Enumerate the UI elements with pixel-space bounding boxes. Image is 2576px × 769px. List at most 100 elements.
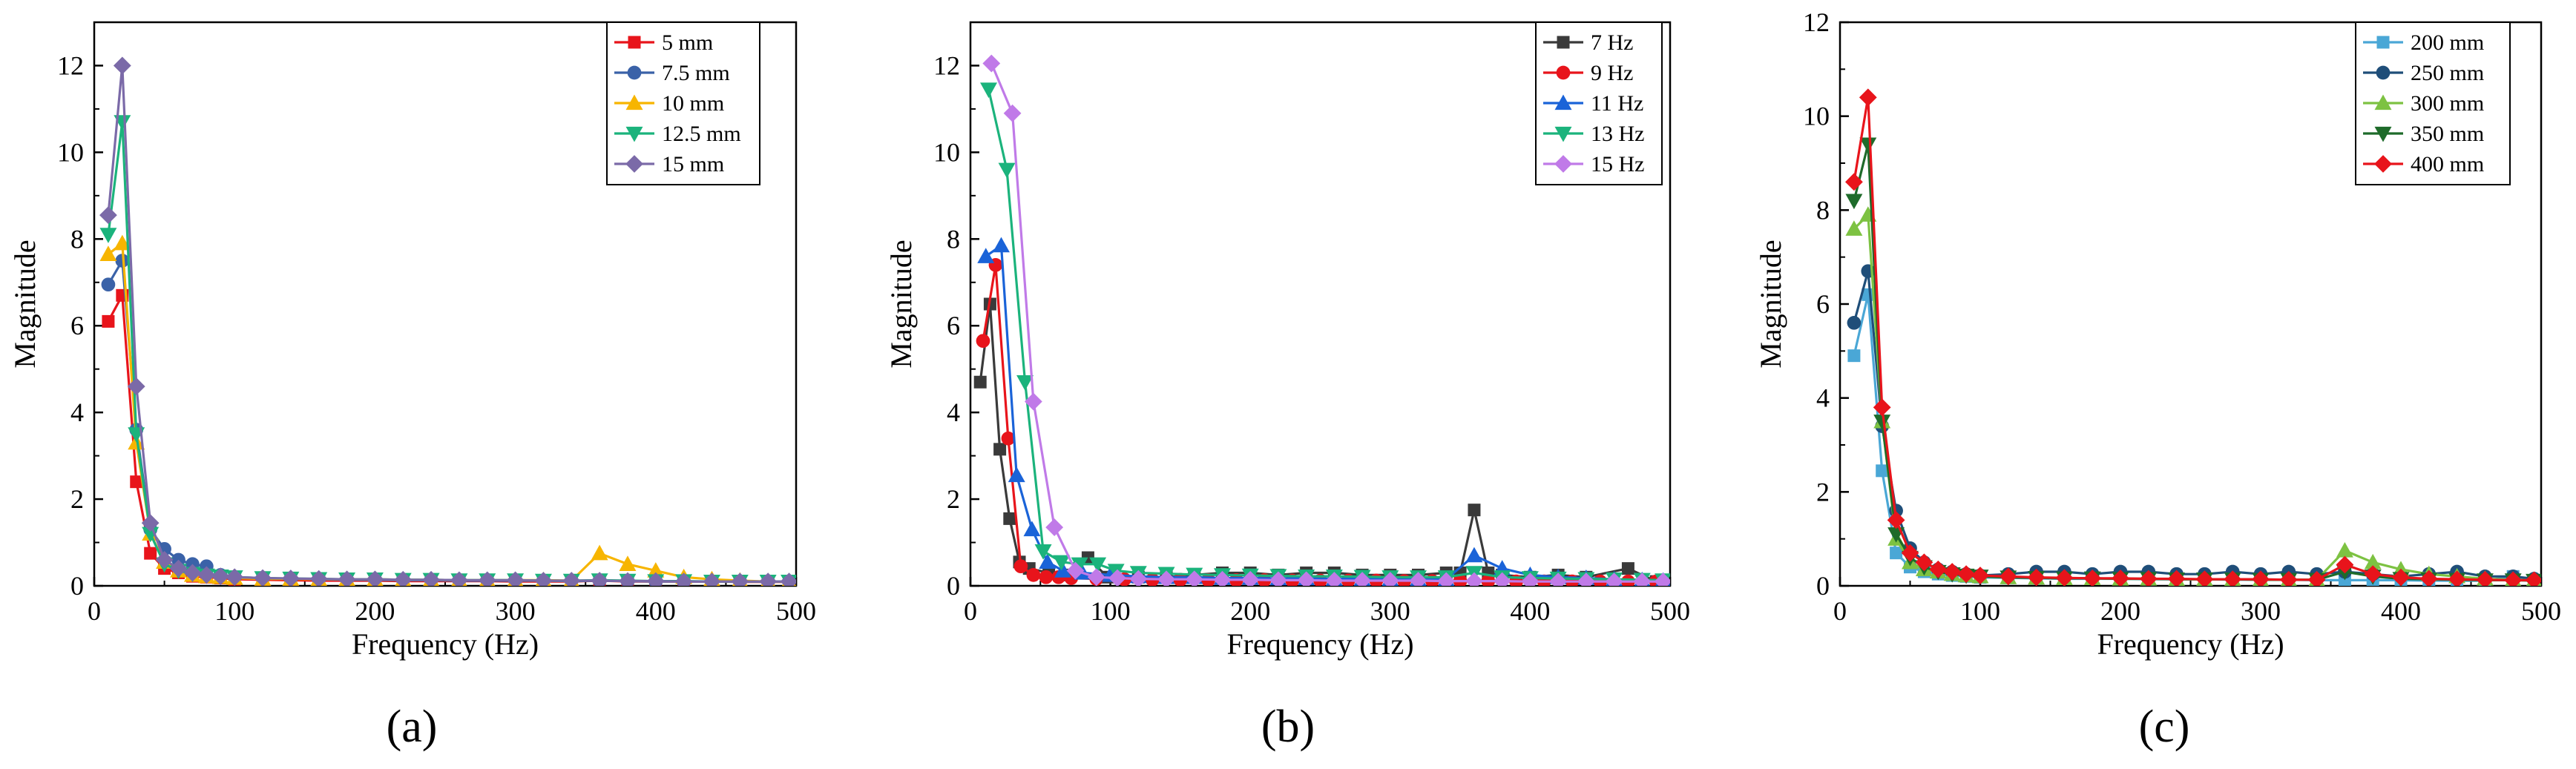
data-point [1071,557,1088,573]
legend-marker [1554,126,1572,142]
data-point [338,570,356,586]
data-point [1409,572,1427,586]
data-point [1549,572,1568,586]
data-point [1054,562,1071,578]
x-axis-label: Frequency (Hz) [2097,627,2284,661]
data-point [1013,559,1028,574]
data-point [646,572,665,586]
legend-label: 350 mm [2411,122,2484,146]
legend-label: 250 mm [2411,61,2484,85]
data-point [422,570,440,586]
data-point [102,314,115,328]
y-tick-label: 8 [1816,195,1830,225]
data-point [1024,392,1042,411]
data-point [197,566,216,584]
data-point [973,375,987,389]
data-point [1957,565,1975,584]
legend-marker [625,94,643,110]
data-point [731,572,749,586]
data-point [1577,572,1595,586]
x-tick-label: 0 [88,596,101,626]
data-point [1859,88,1877,107]
legend-marker [627,65,642,80]
legend-marker [2374,126,2392,142]
x-axis-label: Frequency (Hz) [1226,627,1413,661]
data-point [183,564,202,582]
y-tick-label: 12 [57,50,84,80]
y-tick-label: 4 [1816,383,1830,413]
data-point [281,570,300,586]
data-point [2139,570,2158,586]
data-point [1633,572,1652,586]
legend-label: 15 Hz [1591,152,1644,176]
x-tick-label: 300 [2241,596,2281,626]
data-point [366,570,384,586]
data-point [2224,570,2242,586]
data-point [2364,565,2382,584]
x-tick-label: 200 [1230,596,1270,626]
y-tick-label: 2 [70,484,84,514]
data-point [619,555,637,571]
data-point [1971,567,1989,584]
data-point [114,234,131,251]
x-tick-label: 400 [2381,596,2421,626]
panel-label-c: (c) [2139,702,2190,752]
x-tick-label: 0 [964,596,977,626]
data-point [1887,511,1905,529]
chart-panel-c: 0 100 200 300 400 500 0 2 4 6 8 10 12 Frequency (Hz) M… [1754,7,2561,661]
y-tick-label: 4 [947,397,960,427]
y-tick-label: 8 [70,224,84,254]
legend-label: 400 mm [2411,152,2484,176]
data-point [2112,569,2129,586]
data-point [2055,569,2074,586]
legend-marker [625,155,643,173]
panel-label-a: (a) [387,702,438,752]
data-point [450,571,468,586]
data-point [254,569,272,586]
x-tick-label: 400 [636,596,676,626]
legend-marker [1556,65,1571,80]
data-point [998,162,1016,179]
legend-label: 12.5 mm [662,122,741,146]
x-tick-label: 500 [1650,596,1690,626]
data-point [1087,568,1105,586]
data-point [115,254,130,268]
data-point [506,571,525,586]
data-point [619,572,637,586]
data-point [1269,571,1287,586]
data-point [1001,431,1016,446]
data-point [1026,568,1041,582]
x-tick-label: 500 [2521,596,2561,626]
y-tick-label: 6 [1816,289,1830,319]
series-line [107,259,789,583]
data-point [591,544,608,561]
x-tick-label: 100 [1960,596,2000,626]
data-point [976,334,990,349]
series-line [985,244,1663,582]
data-point [2167,570,2186,586]
series-line [1853,214,2534,581]
data-point [2027,568,2046,586]
legend-marker [2376,36,2390,49]
series-line [1853,143,2534,582]
data-point [1008,466,1025,483]
data-point [2279,570,2298,586]
data-point [1521,572,1540,586]
legend-label: 300 mm [2411,91,2484,116]
data-point [394,570,413,586]
data-point [1016,375,1034,391]
data-point [211,567,230,586]
data-point [99,206,117,225]
x-tick-label: 200 [2100,596,2140,626]
data-point [1353,572,1371,586]
data-point [1108,569,1126,586]
data-point [2504,571,2523,586]
data-point [1185,570,1203,586]
legend-marker [2376,65,2391,80]
x-tick-label: 500 [776,596,816,626]
data-point [309,570,328,586]
data-point [1873,415,1891,430]
data-point [562,572,581,586]
series-line [107,242,789,583]
